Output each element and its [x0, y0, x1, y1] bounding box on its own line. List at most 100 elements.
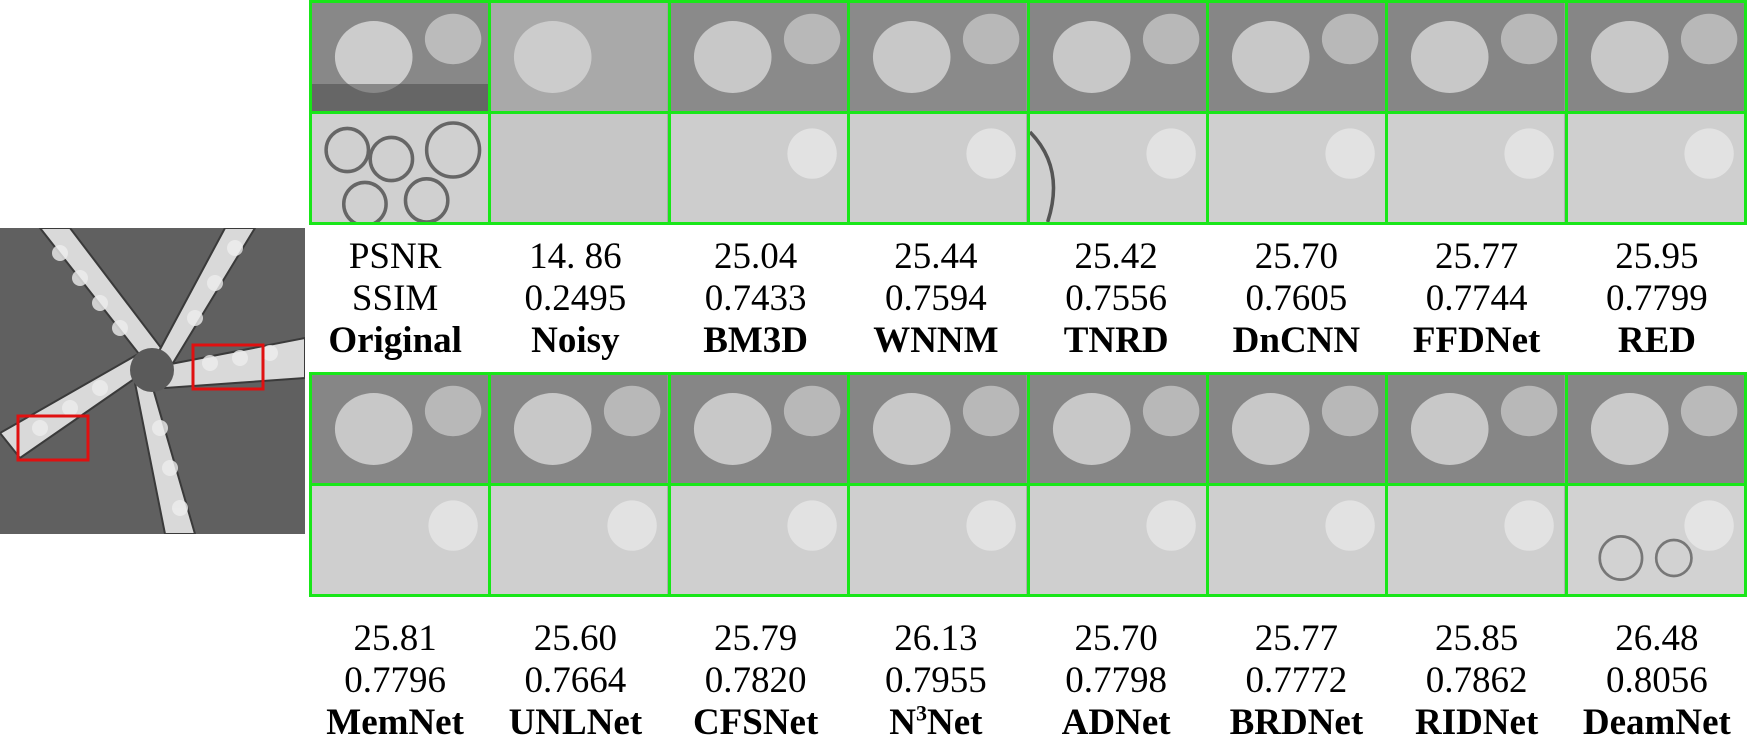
- crop-brdnet-b: [1208, 486, 1386, 594]
- crop-bm3d-a: [670, 3, 848, 111]
- psnr-value: 25.04: [714, 236, 798, 277]
- method-name: ADNet: [1061, 702, 1171, 743]
- ssim-value: 0.7664: [524, 660, 627, 701]
- method-label: 25.95 0.7799 RED: [1567, 236, 1747, 362]
- metrics-bottom-row: 25.81 0.7796 MemNet 25.60 0.7664 UNLNet …: [305, 618, 1747, 744]
- crop-red-b: [1567, 114, 1744, 222]
- psnr-value: 25.79: [714, 618, 798, 659]
- metrics-top-row: PSNR SSIM Original 14. 86 0.2495 Noisy 2…: [305, 236, 1747, 362]
- psnr-value: 25.95: [1615, 236, 1699, 277]
- ssim-value: 0.7744: [1425, 278, 1528, 319]
- crop-original-a: [312, 3, 489, 111]
- ssim-value: 0.8056: [1606, 660, 1708, 701]
- crop-dncnn-a: [1208, 3, 1386, 111]
- method-label: PSNR SSIM Original: [305, 236, 485, 362]
- crop-red-a: [1567, 3, 1744, 111]
- method-name: DnCNN: [1232, 320, 1361, 361]
- method-name: RIDNet: [1414, 702, 1539, 743]
- method-name: WNNM: [873, 320, 999, 361]
- crop-ffdnet-b: [1388, 114, 1565, 222]
- psnr-value: 25.70: [1074, 618, 1158, 659]
- ssim-row-label: SSIM: [351, 278, 439, 319]
- method-label: 14. 86 0.2495 Noisy: [485, 236, 665, 362]
- psnr-value: 25.77: [1254, 618, 1338, 659]
- crop-grid-bottom: [309, 372, 1747, 597]
- method-name: FFDNet: [1412, 320, 1541, 361]
- ssim-value: 0.7433: [704, 278, 807, 319]
- crop-ffdnet-a: [1388, 3, 1565, 111]
- method-label: 25.42 0.7556 TNRD: [1026, 236, 1206, 362]
- method-label: 26.48 0.8056 DeamNet: [1567, 618, 1747, 744]
- crop-cfsnet-b: [670, 486, 848, 594]
- method-label: 25.81 0.7796 MemNet: [305, 618, 485, 744]
- method-name-suffix: Net: [927, 702, 983, 743]
- method-name: RED: [1617, 320, 1696, 361]
- ssim-value: 0.7799: [1606, 278, 1708, 319]
- method-label: 25.04 0.7433 BM3D: [666, 236, 846, 362]
- method-name: UNLNet: [508, 702, 643, 743]
- method-label: 25.44 0.7594 WNNM: [846, 236, 1026, 362]
- psnr-value: 25.81: [353, 618, 437, 659]
- crop-n3net-b: [850, 486, 1027, 594]
- ssim-value: 0.7605: [1245, 278, 1348, 319]
- psnr-value: 25.42: [1074, 236, 1158, 277]
- method-name-prefix: N: [889, 702, 916, 743]
- crop-deamnet-b: [1567, 486, 1744, 594]
- crop-ridnet-a: [1388, 375, 1565, 483]
- method-name: N3Net: [846, 702, 1026, 744]
- method-label: 25.60 0.7664 UNLNet: [485, 618, 665, 744]
- method-name: Noisy: [531, 320, 620, 361]
- crop-brdnet-a: [1208, 375, 1386, 483]
- psnr-value: 26.13: [894, 618, 978, 659]
- starfish-image: [0, 228, 305, 534]
- ssim-value: 0.7955: [885, 660, 987, 701]
- roi-box-left: [16, 414, 90, 462]
- psnr-value: 14. 86: [529, 236, 622, 277]
- method-name: BM3D: [703, 320, 809, 361]
- crop-deamnet-a: [1567, 375, 1744, 483]
- method-label: 25.70 0.7605 DnCNN: [1206, 236, 1386, 362]
- psnr-value: 25.85: [1435, 618, 1519, 659]
- psnr-row-label: PSNR: [348, 236, 442, 277]
- crop-cfsnet-a: [670, 375, 848, 483]
- ssim-value: 0.7796: [344, 660, 446, 701]
- crop-unlnet-a: [491, 375, 668, 483]
- ssim-value: 0.2495: [524, 278, 627, 319]
- psnr-value: 25.60: [533, 618, 617, 659]
- crop-grid-top: [309, 0, 1747, 225]
- psnr-value: 26.48: [1615, 618, 1699, 659]
- ssim-value: 0.7862: [1425, 660, 1528, 701]
- method-name: BRDNet: [1229, 702, 1364, 743]
- ssim-value: 0.7798: [1065, 660, 1167, 701]
- crop-wnnm-b: [850, 114, 1027, 222]
- ssim-value: 0.7556: [1065, 278, 1167, 319]
- crop-adnet-b: [1029, 486, 1206, 594]
- psnr-value: 25.70: [1254, 236, 1338, 277]
- method-label: 25.77 0.7744 FFDNet: [1387, 236, 1567, 362]
- method-name: MemNet: [326, 702, 464, 743]
- ssim-value: 0.7594: [885, 278, 987, 319]
- psnr-value: 25.77: [1435, 236, 1519, 277]
- method-name: TNRD: [1063, 320, 1169, 361]
- method-name: DeamNet: [1582, 702, 1731, 743]
- method-label: 25.77 0.7772 BRDNet: [1206, 618, 1386, 744]
- crop-bm3d-b: [670, 114, 848, 222]
- crop-adnet-a: [1029, 375, 1206, 483]
- method-name: CFSNet: [692, 702, 819, 743]
- method-label: 25.70 0.7798 ADNet: [1026, 618, 1206, 744]
- method-name: Original: [328, 320, 462, 361]
- crop-noisy-b: [491, 114, 668, 222]
- method-label: 25.85 0.7862 RIDNet: [1387, 618, 1567, 744]
- crop-n3net-a: [850, 375, 1027, 483]
- crop-wnnm-a: [850, 3, 1027, 111]
- method-label: 26.13 0.7955 N3Net: [846, 618, 1026, 744]
- method-name-superscript: 3: [916, 700, 927, 726]
- crop-ridnet-b: [1388, 486, 1565, 594]
- starfish-overview-image: [0, 228, 305, 534]
- crop-noisy-a: [491, 3, 668, 111]
- roi-box-right: [191, 343, 265, 391]
- ssim-value: 0.7820: [704, 660, 807, 701]
- method-label: 25.79 0.7820 CFSNet: [666, 618, 846, 744]
- ssim-value: 0.7772: [1245, 660, 1348, 701]
- crop-memnet-b: [312, 486, 489, 594]
